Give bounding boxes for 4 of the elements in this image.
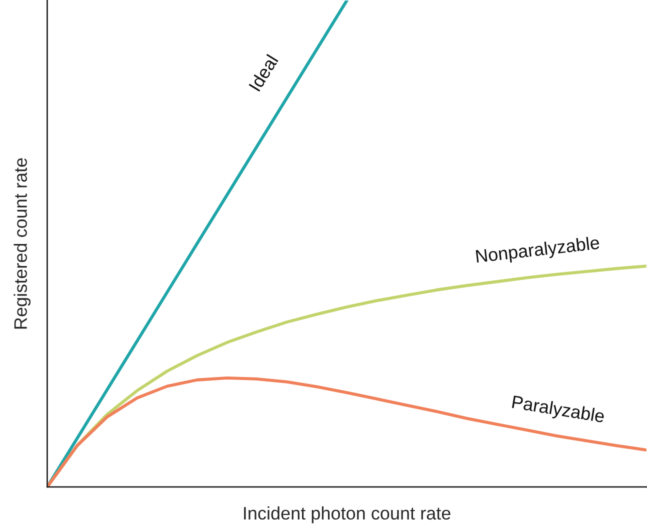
text: Nonparalyzable	[476, 236, 600, 266]
text: Paralyzable	[511, 394, 605, 426]
y-axis-title: Registered count rate	[14, 158, 31, 329]
x-axis-title: Incident photon count rate	[244, 506, 450, 524]
